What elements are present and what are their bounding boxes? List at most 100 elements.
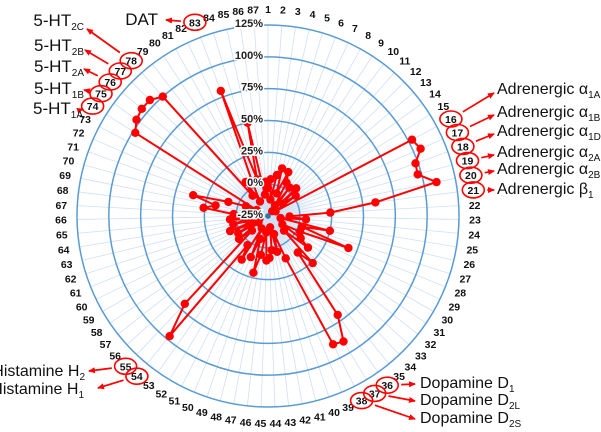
data-point-20 — [432, 177, 441, 187]
data-point-34 — [308, 258, 317, 268]
center-dot — [265, 213, 271, 219]
data-point-55 — [180, 299, 189, 308]
category-label-35: 35 — [393, 371, 405, 383]
data-point-21 — [371, 198, 380, 207]
category-label-13: 13 — [420, 77, 432, 89]
annotation-arrow-78 — [86, 28, 121, 54]
annotation-arrow-75 — [83, 88, 91, 95]
data-point-71 — [224, 197, 233, 207]
data-point-54 — [165, 332, 174, 341]
data-point-53 — [243, 240, 252, 250]
circled-number-18 — [451, 137, 475, 156]
category-label-42: 42 — [299, 415, 311, 427]
data-point-3 — [266, 195, 275, 204]
data-point-59 — [234, 229, 243, 238]
category-label-31: 31 — [433, 327, 445, 339]
category-label-50: 50 — [182, 402, 194, 414]
data-point-7 — [284, 167, 293, 177]
category-label-65: 65 — [56, 230, 68, 242]
category-label-2: 2 — [280, 5, 286, 17]
category-label-9: 9 — [378, 38, 384, 50]
annotation-arrow-16 — [462, 92, 495, 113]
circled-number-83 — [183, 13, 207, 32]
annotation-arrow-19 — [481, 153, 495, 160]
annotation-arrow-77 — [84, 49, 109, 65]
annotation-adrenergic-b1: Adrenergic β1 — [497, 181, 594, 201]
radial-tick-label-0%: 0% — [247, 177, 263, 189]
category-label-78: 78 — [125, 56, 137, 68]
data-point-12 — [292, 184, 301, 193]
category-label-63: 63 — [61, 259, 73, 271]
data-point-84 — [252, 175, 262, 184]
data-point-40 — [269, 229, 279, 239]
category-label-47: 47 — [225, 415, 237, 427]
data-point-36 — [333, 310, 342, 320]
data-point-73 — [252, 205, 261, 215]
category-label-44: 44 — [270, 418, 282, 430]
category-label-72: 72 — [73, 128, 85, 140]
data-point-68 — [199, 203, 208, 212]
annotation-arrow-74 — [76, 107, 84, 114]
category-label-28: 28 — [454, 288, 466, 300]
data-point-19 — [413, 170, 422, 179]
data-point-56 — [247, 226, 257, 235]
category-label-8: 8 — [365, 30, 371, 42]
category-label-11: 11 — [399, 56, 410, 68]
annotation-dopamine-d1: Dopamine D1 — [420, 375, 515, 395]
data-point-79 — [248, 191, 257, 200]
category-label-21: 21 — [467, 185, 479, 197]
category-label-26: 26 — [463, 259, 475, 271]
category-label-81: 81 — [162, 30, 174, 42]
data-point-33 — [279, 226, 289, 235]
data-point-85 — [243, 118, 252, 127]
category-label-53: 53 — [143, 380, 155, 392]
data-point-64 — [242, 215, 251, 224]
annotation-5ht2b: 5-HT2B — [33, 36, 84, 58]
data-point-22 — [326, 208, 335, 217]
annotation-dopamine-d2s: Dopamine D2S — [420, 410, 522, 430]
annotation-adrenergic-a2a: Adrenergic α2A — [497, 144, 601, 164]
data-point-35 — [293, 248, 302, 257]
annotation-adrenergic-a1b: Adrenergic α1B — [497, 104, 601, 124]
category-label-86: 86 — [232, 6, 244, 18]
annotation-arrow-54 — [97, 379, 124, 390]
category-label-74: 74 — [87, 101, 99, 113]
annotation-arrow-55 — [88, 367, 112, 374]
data-point-67 — [229, 209, 238, 219]
category-label-57: 57 — [100, 339, 112, 351]
data-point-78 — [158, 92, 167, 101]
category-label-40: 40 — [328, 407, 340, 419]
category-label-43: 43 — [285, 417, 297, 429]
radial-tick-label-125%: 125% — [235, 18, 263, 30]
data-point-18 — [411, 159, 420, 168]
category-label-23: 23 — [469, 215, 481, 227]
grid-ring-100% — [108, 56, 428, 376]
circled-number-55 — [113, 357, 138, 376]
annotation-5ht1a: 5-HT1A — [32, 99, 83, 121]
annotation-5ht2a: 5-HT2A — [33, 57, 84, 79]
data-point-39 — [281, 254, 290, 263]
data-point-48 — [249, 268, 258, 277]
annotation-dopamine-d2l: Dopamine D2L — [420, 392, 521, 412]
category-label-56: 56 — [109, 351, 121, 363]
category-label-46: 46 — [240, 417, 252, 429]
category-label-34: 34 — [405, 361, 417, 373]
category-label-55: 55 — [120, 361, 132, 373]
data-point-4 — [272, 170, 282, 180]
category-label-58: 58 — [91, 327, 103, 339]
category-label-67: 67 — [55, 200, 67, 212]
data-point-28 — [344, 243, 353, 253]
data-point-24 — [301, 215, 311, 224]
data-point-52 — [237, 255, 246, 264]
category-label-80: 80 — [149, 38, 161, 50]
data-point-47 — [256, 250, 266, 259]
category-label-25: 25 — [466, 245, 478, 257]
category-label-12: 12 — [410, 66, 422, 78]
data-point-13 — [278, 199, 287, 208]
data-point-87 — [261, 177, 270, 186]
data-point-43 — [267, 246, 276, 255]
annotation-histamine-h2: Histamine H2 — [0, 363, 85, 383]
data-point-61 — [225, 226, 235, 236]
radial-tick-label-50%: 50% — [241, 114, 263, 126]
